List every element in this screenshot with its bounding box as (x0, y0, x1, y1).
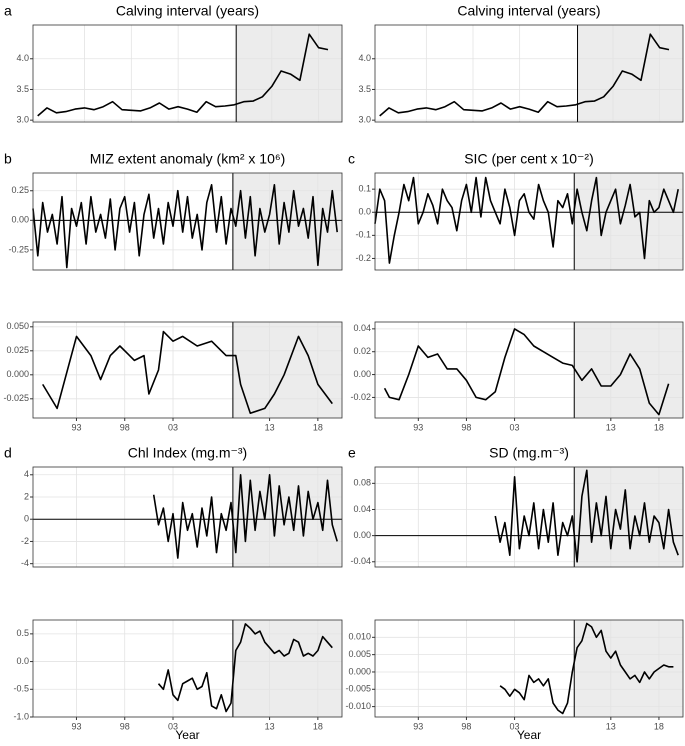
panel-letter: d (4, 445, 12, 461)
shade (232, 620, 342, 717)
y-tick-label: -0.005 (345, 684, 371, 694)
panel-title: SD (mg.m⁻³) (489, 445, 569, 461)
x-tick-label: 98 (461, 721, 471, 731)
y-tick-label: 0.000 (6, 369, 29, 379)
x-tick-label: 18 (654, 721, 664, 731)
y-tick-label: 0 (24, 514, 29, 524)
y-tick-label: 3.5 (16, 84, 29, 94)
x-tick-label: 18 (654, 422, 664, 432)
x-axis-title: Year (517, 728, 541, 741)
plot-border (32, 466, 343, 568)
data-line (379, 33, 670, 117)
y-tick-label: 0.050 (6, 321, 29, 331)
plot-border (374, 172, 684, 271)
data-line (42, 330, 333, 414)
plot-border (374, 466, 684, 568)
panel-letter: b (4, 151, 12, 167)
data-line (37, 33, 329, 117)
y-tick-label: 3.0 (16, 115, 29, 125)
x-tick-label: 93 (71, 721, 81, 731)
y-tick-label: -0.02 (350, 392, 371, 402)
panel-title: Calving interval (years) (457, 3, 600, 19)
plot-border (32, 24, 343, 123)
plot-border (374, 321, 684, 419)
y-tick-label: -0.010 (345, 701, 371, 711)
shade (232, 467, 342, 567)
y-tick-label: -0.025 (3, 393, 29, 403)
y-tick-label: 0.08 (353, 478, 371, 488)
x-tick-label: 93 (413, 721, 423, 731)
x-tick-label: 93 (413, 422, 423, 432)
y-tick-label: 0.025 (6, 345, 29, 355)
plot-border (374, 619, 684, 718)
shade (574, 620, 683, 717)
y-tick-label: -2 (21, 536, 29, 546)
x-tick-label: 03 (510, 422, 520, 432)
panel-title: SIC (per cent x 10⁻²) (464, 151, 594, 167)
data-line (32, 184, 338, 269)
y-tick-label: 3.5 (358, 84, 371, 94)
y-tick-label: 0.0 (358, 207, 371, 217)
data-line (494, 469, 679, 563)
x-tick-label: 13 (265, 721, 275, 731)
y-tick-label: 0.000 (348, 666, 371, 676)
y-tick-label: 0.00 (11, 215, 29, 225)
data-line (499, 622, 674, 715)
plot-border (374, 24, 684, 123)
y-tick-label: -0.25 (8, 244, 29, 254)
y-tick-label: 4 (24, 469, 29, 479)
plot-border (32, 321, 343, 419)
y-tick-label: -0.04 (350, 556, 371, 566)
y-tick-label: 0.1 (358, 184, 371, 194)
x-tick-label: 13 (606, 721, 616, 731)
y-tick-label: -0.2 (355, 253, 371, 263)
x-axis-title: Year (175, 728, 199, 741)
panel-letter: c (348, 151, 355, 167)
panel-title: Chl Index (mg.m⁻³) (128, 445, 247, 461)
x-tick-label: 03 (168, 721, 178, 731)
y-tick-label: 0.5 (16, 628, 29, 638)
y-tick-label: 0.04 (353, 504, 371, 514)
y-tick-label: 0.0 (16, 656, 29, 666)
panel-title: Calving interval (years) (116, 3, 259, 19)
panel-letter: a (4, 3, 12, 19)
y-tick-label: 2 (24, 491, 29, 501)
y-tick-label: 0.25 (11, 185, 29, 195)
panel-title: MIZ extent anomaly (km² x 10⁶) (90, 151, 286, 167)
y-tick-label: 3.0 (358, 115, 371, 125)
plot-border (32, 172, 343, 271)
y-tick-label: 4.0 (16, 53, 29, 63)
x-tick-label: 03 (168, 422, 178, 432)
y-tick-label: 4.0 (358, 53, 371, 63)
x-tick-label: 98 (461, 422, 471, 432)
x-tick-label: 18 (313, 721, 323, 731)
x-tick-label: 13 (606, 422, 616, 432)
x-tick-label: 13 (265, 422, 275, 432)
y-tick-label: -1.0 (13, 711, 29, 721)
x-tick-label: 98 (120, 422, 130, 432)
y-tick-label: 0.00 (353, 369, 371, 379)
y-tick-label: 0.04 (353, 323, 371, 333)
data-line (157, 623, 333, 713)
x-tick-label: 98 (120, 721, 130, 731)
plot-border (32, 619, 343, 718)
x-tick-label: 03 (510, 721, 520, 731)
y-tick-label: 0.010 (348, 632, 371, 642)
y-tick-label: 0.02 (353, 346, 371, 356)
data-line (374, 176, 679, 264)
panel-letter: e (348, 445, 356, 461)
x-tick-label: 93 (71, 422, 81, 432)
y-tick-label: 0.00 (353, 530, 371, 540)
x-tick-label: 18 (313, 422, 323, 432)
y-tick-label: -0.5 (13, 684, 29, 694)
y-tick-label: -4 (21, 558, 29, 568)
data-line (383, 328, 670, 416)
data-line (152, 474, 338, 559)
y-tick-label: -0.1 (355, 230, 371, 240)
y-tick-label: 0.005 (348, 649, 371, 659)
shade (232, 322, 342, 418)
